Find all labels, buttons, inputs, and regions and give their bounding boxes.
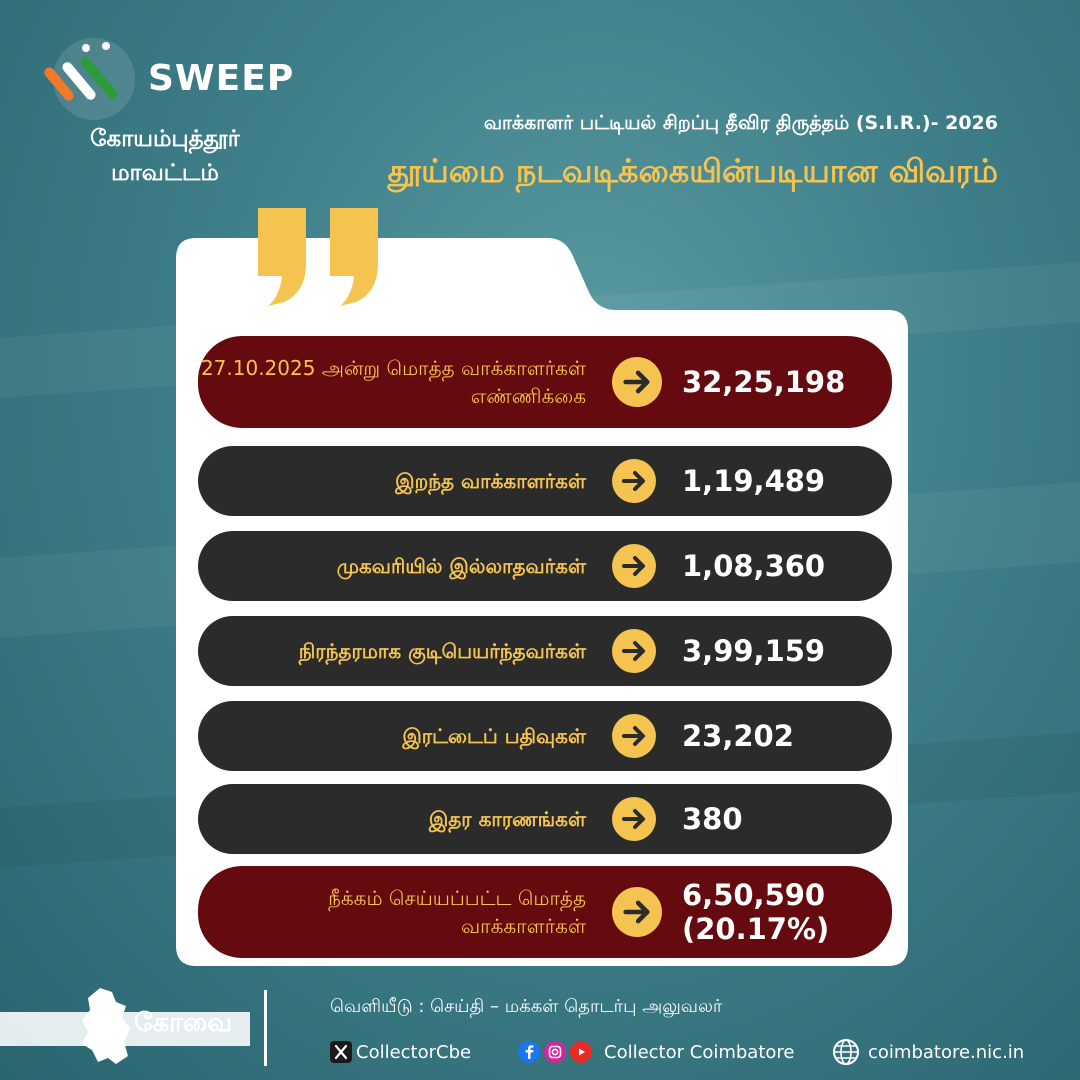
- shifted-voters-row: நிரந்தரமாக குடிபெயர்ந்தவர்கள் 3,99,159: [198, 616, 892, 686]
- absent-voters-row: முகவரியில் இல்லாதவர்கள் 1,08,360: [198, 531, 892, 601]
- row-label: இரட்டைப் பதிவுகள்: [402, 724, 586, 748]
- row-value: 6,50,590 (20.17%): [682, 866, 829, 958]
- row-value: 1,08,360: [682, 549, 826, 583]
- duplicate-entries-row: இரட்டைப் பதிவுகள் 23,202: [198, 701, 892, 771]
- arrow-right-icon: [612, 357, 662, 407]
- removed-percentage: (20.17%): [682, 912, 830, 946]
- arrow-right-icon: [612, 714, 656, 758]
- x-handle-link[interactable]: CollectorCbe: [330, 1038, 471, 1066]
- row-label: முகவரியில் இல்லாதவர்கள்: [336, 554, 586, 578]
- district-short-name: கோவை: [134, 1008, 233, 1038]
- removed-count: 6,50,590: [682, 878, 826, 912]
- row-value: 3,99,159: [682, 634, 826, 668]
- arrow-right-icon: [612, 544, 656, 588]
- arrow-right-icon: [612, 629, 656, 673]
- row-value: 380: [682, 802, 743, 836]
- other-reasons-row: இதர காரணங்கள் 380: [198, 784, 892, 854]
- row-label: நிரந்தரமாக குடிபெயர்ந்தவர்கள்: [298, 639, 586, 663]
- arrow-right-icon: [612, 887, 662, 937]
- arrow-right-icon: [612, 459, 656, 503]
- row-label: 27.10.2025 அன்று மொத்த வாக்காளர்கள் எண்ண…: [200, 356, 586, 408]
- arrow-right-icon: [612, 797, 656, 841]
- globe-icon: [832, 1038, 860, 1066]
- row-label: இறந்த வாக்காளர்கள்: [395, 469, 586, 493]
- row-label: இதர காரணங்கள்: [428, 807, 586, 831]
- release-credit: வெளியீடு : செய்தி – மக்கள் தொடர்பு அலுவல…: [330, 996, 723, 1017]
- youtube-icon: [570, 1041, 592, 1063]
- website-link[interactable]: coimbatore.nic.in: [832, 1038, 1024, 1066]
- row-value: 32,25,198: [682, 365, 846, 399]
- sweep-logo-text: SWEEP: [148, 58, 295, 99]
- facebook-icon: [518, 1041, 540, 1063]
- district-name: கோயம்புத்தூர் மாவட்டம்: [90, 126, 240, 186]
- row-value: 23,202: [682, 719, 794, 753]
- x-handle-text: CollectorCbe: [356, 1041, 472, 1063]
- row-label: நீக்கம் செய்யப்பட்ட மொத்த வாக்காளர்கள்: [328, 886, 586, 938]
- page-title: தூய்மை நடவடிக்கையின்படியான விவரம்: [387, 152, 998, 190]
- total-voters-row: 27.10.2025 அன்று மொத்த வாக்காளர்கள் எண்ண…: [198, 336, 892, 428]
- x-logo-icon: [330, 1041, 352, 1063]
- website-text: coimbatore.nic.in: [868, 1041, 1025, 1063]
- row-value: 1,19,489: [682, 464, 826, 498]
- district-map-icon: [82, 988, 130, 1064]
- social-handle-link[interactable]: Collector Coimbatore: [518, 1038, 794, 1066]
- social-handle-text: Collector Coimbatore: [604, 1041, 795, 1063]
- instagram-icon: [544, 1041, 566, 1063]
- total-removed-row: நீக்கம் செய்யப்பட்ட மொத்த வாக்காளர்கள் 6…: [198, 866, 892, 958]
- election-commission-logo-icon: [44, 38, 135, 120]
- deceased-voters-row: இறந்த வாக்காளர்கள் 1,19,489: [198, 446, 892, 516]
- page-subtitle: வாக்காளர் பட்டியல் சிறப்பு தீவிர திருத்த…: [483, 112, 998, 134]
- footer-divider: [264, 990, 267, 1066]
